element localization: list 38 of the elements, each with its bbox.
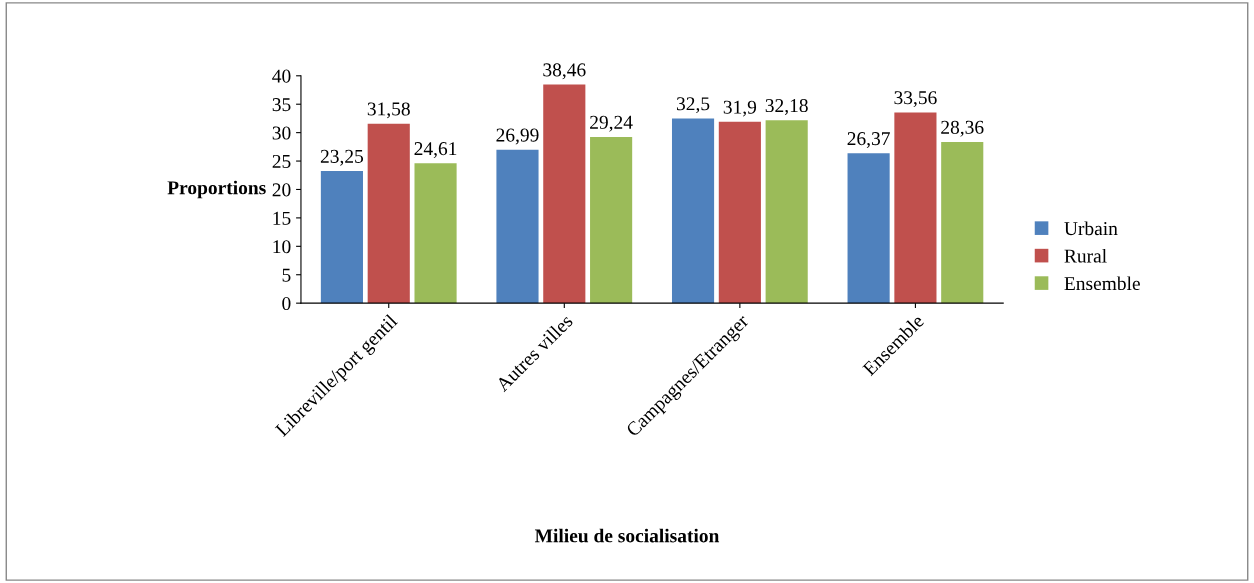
y-tick-label: 0 [282,296,291,311]
bar [414,163,457,304]
bar [590,136,633,304]
bar [367,123,410,304]
bar [718,121,761,304]
bar [847,153,890,304]
bar [894,112,937,304]
data-label: 31,58 [367,102,410,119]
bar [543,84,586,304]
y-tick-label: 25 [272,154,291,168]
legend-label: Urbain [1064,221,1118,236]
y-tick-label: 35 [272,98,291,112]
data-label: 24,61 [414,142,457,158]
bar [941,141,984,304]
bar [320,171,363,304]
y-tick-label: 10 [273,240,291,254]
data-label: 26,37 [847,132,890,148]
data-label: 26,99 [496,128,539,145]
bar [496,149,539,304]
bar [765,120,808,304]
data-label: 23,25 [320,149,364,166]
x-axis-title: Milieu de socialisation [534,528,720,543]
legend-label: Ensemble [1064,276,1140,291]
data-label: 38,46 [543,63,586,80]
legend-label: Rural [1064,248,1107,263]
y-tick-label: 20 [272,183,291,197]
y-axis-title: Proportions [167,180,266,199]
data-label: 31,9 [723,100,757,117]
data-label: 33,56 [894,91,937,108]
y-tick-label: 15 [273,211,291,225]
data-label: 28,36 [941,120,984,137]
bar [671,118,715,304]
y-tick-label: 5 [282,268,291,282]
y-tick-label: 30 [272,126,291,140]
data-label: 32,5 [676,97,710,114]
data-label: 32,18 [765,99,808,115]
y-tick-label: 40 [272,69,291,83]
data-label: 29,24 [590,115,633,132]
